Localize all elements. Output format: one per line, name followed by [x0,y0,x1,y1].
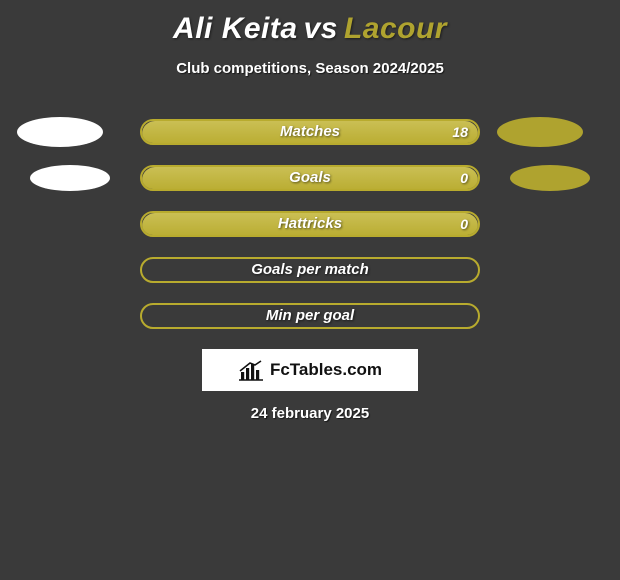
subtitle: Club competitions, Season 2024/2025 [0,60,620,77]
stat-bar-fill [142,121,478,145]
stat-row: Min per goal [0,303,620,329]
player1-disc [17,117,103,147]
stat-bar [140,303,480,329]
date: 24 february 2025 [0,405,620,422]
stat-rows: Matches18 Goals0 Hattricks0 Goals per match… [0,119,620,329]
player2-disc [510,165,590,191]
stat-row: Goals0 [0,165,620,191]
stat-row: Matches18 [0,119,620,145]
stat-row: Goals per match [0,257,620,283]
title-vs: vs [304,12,338,45]
comparison-card: Ali KeitavsLacour Club competitions, Sea… [0,0,620,580]
logo-box: FcTables.com [202,349,418,391]
stat-bar-fill [142,167,478,191]
player2-disc [497,117,583,147]
logo: FcTables.com [238,359,382,381]
stat-bar [140,119,480,145]
stat-bar [140,257,480,283]
player1-disc [30,165,110,191]
stat-bar [140,165,480,191]
stat-bar-fill [142,213,478,237]
title-player2: Lacour [344,12,447,45]
stat-bar [140,211,480,237]
stat-row: Hattricks0 [0,211,620,237]
barchart-icon [238,359,264,381]
logo-text: FcTables.com [270,360,382,380]
page-title: Ali KeitavsLacour [0,0,620,46]
title-player1: Ali Keita [173,12,298,45]
